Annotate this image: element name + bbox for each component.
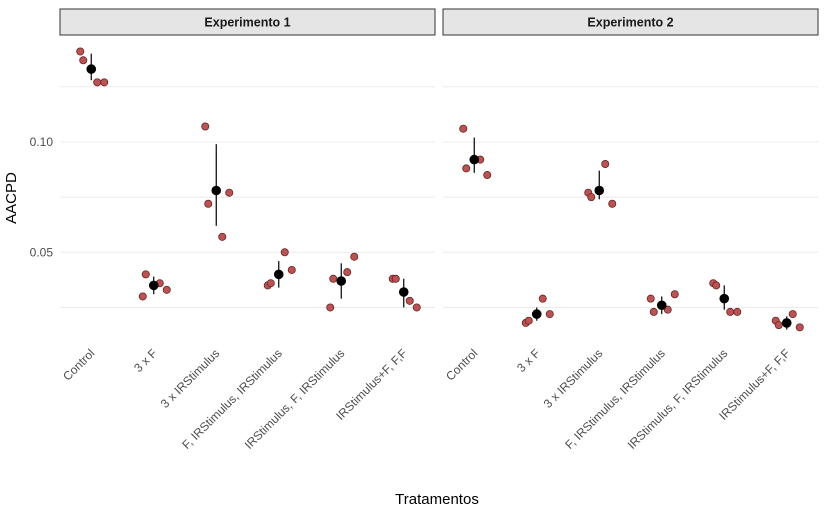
x-tick-label: F, IRStimulus, IRStimulus	[179, 346, 285, 452]
raw-point	[587, 193, 596, 202]
marks-panel-2	[459, 124, 804, 332]
mean-point	[469, 154, 480, 165]
strip-experimento-1	[59, 8, 436, 36]
raw-point	[788, 310, 797, 319]
mean-point	[336, 276, 347, 286]
mean-point	[148, 280, 159, 291]
x-tick-label: 3 x IRStimulus	[158, 346, 223, 411]
raw-point	[162, 285, 171, 294]
x-tick-label: 3 x F	[131, 346, 160, 375]
raw-point	[601, 160, 610, 169]
raw-point	[204, 199, 213, 208]
raw-point	[79, 56, 88, 65]
raw-point	[646, 294, 655, 303]
raw-point	[774, 321, 783, 330]
mean-point	[656, 300, 667, 311]
raw-point	[201, 122, 210, 131]
x-tick-label: IRStimulus, F, IRStimulus	[242, 346, 348, 452]
mean-point	[86, 64, 97, 74]
raw-point	[218, 232, 227, 241]
raw-point	[670, 290, 679, 299]
raw-point	[93, 78, 102, 87]
raw-point	[649, 307, 658, 316]
mean-point	[719, 293, 730, 304]
mean-point	[273, 269, 284, 280]
x-tick-label: Control	[443, 346, 480, 383]
raw-point	[100, 78, 109, 87]
x-axis-title: Tratamentos	[395, 491, 479, 508]
mean-point	[211, 185, 222, 196]
raw-point	[412, 303, 421, 312]
mean-point	[531, 309, 542, 319]
raw-point	[712, 281, 721, 290]
x-tick-label: 3 x F	[514, 346, 543, 375]
grid-panel-1	[60, 86, 435, 308]
raw-point	[76, 47, 85, 56]
raw-point	[266, 279, 275, 288]
raw-point	[538, 294, 547, 303]
raw-point	[280, 248, 289, 257]
raw-point	[483, 171, 492, 180]
y-tick-label: 0.05	[30, 245, 54, 259]
raw-point	[726, 307, 735, 316]
raw-point	[391, 274, 400, 283]
raw-point	[141, 270, 150, 279]
panel-experimento-2: Experimento 2 Control 3 x F3 x IRStimulus…	[442, 8, 819, 452]
x-tick-label: Control	[60, 346, 97, 383]
x-tick-label: IRStimulus, F, IRStimulus	[625, 346, 731, 452]
raw-point	[343, 268, 352, 277]
y-axis-title: AACPD	[3, 172, 20, 224]
raw-point	[795, 323, 804, 332]
x-tick-label: F, IRStimulus, IRStimulus	[562, 346, 668, 452]
raw-point	[329, 274, 338, 283]
x-tick-label: 3 x IRStimulus	[541, 346, 606, 411]
raw-point	[524, 316, 533, 325]
raw-point	[225, 188, 234, 197]
raw-point	[287, 265, 296, 274]
raw-point	[733, 307, 742, 316]
raw-point	[663, 305, 672, 314]
raw-point	[138, 292, 147, 301]
grid-panel-2	[443, 86, 818, 308]
raw-point	[545, 310, 554, 319]
raw-point	[326, 303, 335, 312]
panel-title-experimento-2: Experimento 2	[587, 16, 673, 30]
marks-panel-1	[76, 47, 421, 312]
raw-point	[462, 164, 471, 173]
raw-point	[350, 252, 359, 261]
panel-experimento-1: Experimento 1 Control 3 x F3 x IRStimulus…	[59, 8, 436, 452]
raw-point	[405, 296, 414, 305]
strip-experimento-2	[442, 8, 819, 36]
y-tick-label: 0.10	[30, 135, 54, 149]
mean-point	[781, 318, 792, 328]
raw-point	[459, 124, 468, 133]
mean-point	[594, 185, 605, 196]
mean-point	[398, 287, 409, 297]
panel-title-experimento-1: Experimento 1	[204, 16, 290, 30]
y-axis: 0.05 0.10	[30, 135, 54, 259]
raw-point	[608, 199, 617, 208]
